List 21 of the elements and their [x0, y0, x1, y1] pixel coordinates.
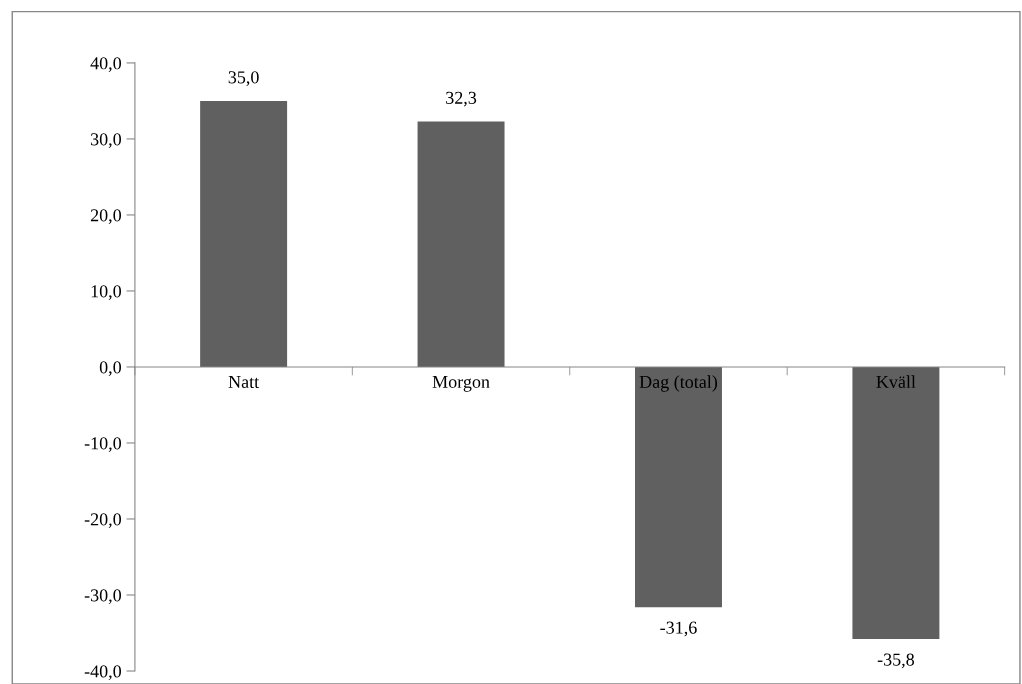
y-tick-label: 10,0 [91, 285, 122, 300]
y-tick-label: -40,0 [84, 665, 122, 681]
bar [417, 121, 505, 367]
y-tick-label: -20,0 [84, 513, 122, 529]
bar [200, 100, 288, 367]
y-tick-label: -30,0 [84, 589, 122, 605]
y-tick-label: 20,0 [90, 209, 122, 224]
data-label: -35,8 [877, 653, 915, 669]
bar [852, 366, 940, 640]
x-tick-label: Morgon [432, 375, 490, 392]
y-tick-label: 40,0 [90, 57, 122, 72]
y-tick-label: 0,0 [99, 361, 122, 377]
bar [634, 366, 722, 608]
y-tick-label: 30,0 [90, 133, 122, 148]
data-label: 32,3 [446, 91, 477, 107]
x-tick-label: Natt [228, 376, 260, 389]
x-tick-label: Kväll [876, 375, 916, 389]
data-label: -31,6 [660, 621, 697, 637]
y-tick-label: -10,0 [84, 437, 122, 453]
data-label: 35,0 [228, 71, 259, 86]
x-tick-label: Dag (total) [639, 375, 718, 392]
